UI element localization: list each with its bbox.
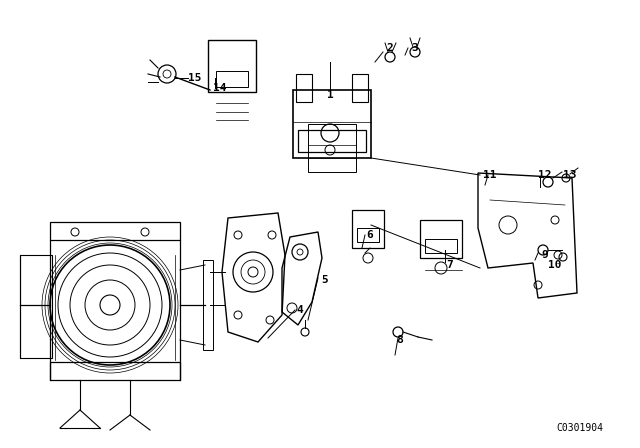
- Text: C0301904: C0301904: [557, 423, 604, 433]
- Text: 8: 8: [397, 335, 403, 345]
- Bar: [352, 210, 384, 248]
- Text: 2: 2: [387, 43, 394, 53]
- Text: 14: 14: [213, 83, 227, 93]
- Bar: [420, 220, 462, 258]
- Text: 11: 11: [483, 170, 497, 180]
- Text: 7: 7: [447, 260, 453, 270]
- Bar: [208, 40, 256, 92]
- Text: 4: 4: [296, 305, 303, 315]
- Bar: [352, 74, 368, 102]
- Bar: [296, 74, 312, 102]
- Bar: [203, 260, 213, 350]
- Text: 3: 3: [412, 43, 419, 53]
- Bar: [308, 124, 356, 172]
- Text: 1: 1: [326, 90, 333, 100]
- Text: 10: 10: [548, 260, 562, 270]
- Text: 5: 5: [322, 275, 328, 285]
- Bar: [293, 90, 371, 158]
- Text: 6: 6: [367, 230, 373, 240]
- Text: 13: 13: [563, 170, 577, 180]
- Text: 9: 9: [541, 250, 548, 260]
- Bar: [425, 239, 457, 253]
- Bar: [357, 228, 379, 242]
- Bar: [216, 71, 248, 87]
- Text: 12: 12: [538, 170, 552, 180]
- Bar: [50, 362, 180, 380]
- Bar: [298, 130, 366, 152]
- Bar: [50, 222, 180, 240]
- Text: 15: 15: [188, 73, 202, 83]
